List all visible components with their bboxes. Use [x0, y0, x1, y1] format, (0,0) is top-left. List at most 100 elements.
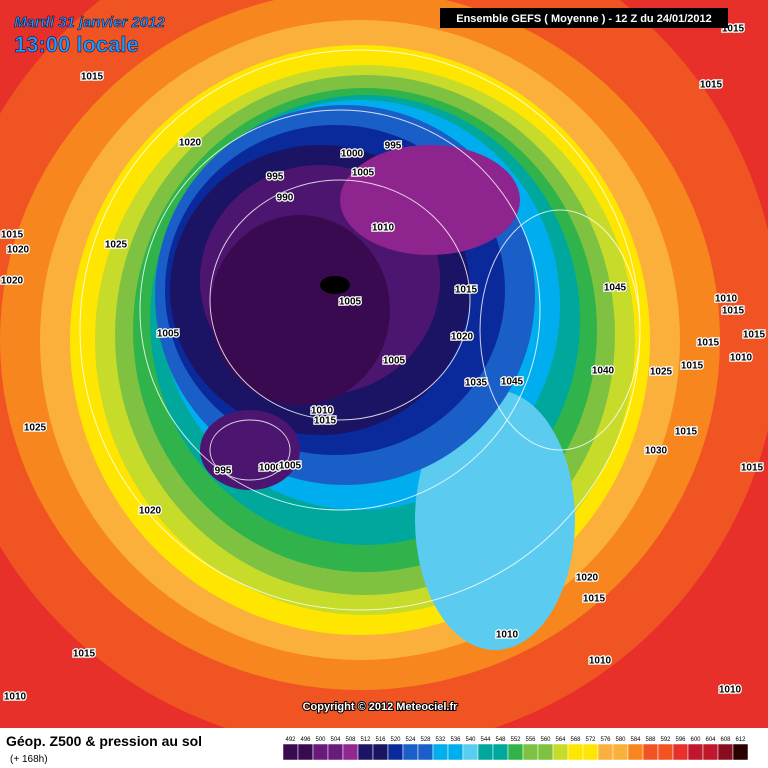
color-swatch: [567, 743, 584, 761]
color-swatch: [402, 743, 419, 761]
isobar-label: 1015: [722, 306, 745, 317]
isobar-label: 1015: [81, 72, 104, 83]
color-swatch: [537, 743, 554, 761]
isobar-label: 1020: [139, 506, 162, 517]
legend-tick-label: 572: [585, 737, 596, 743]
legend-tick-label: 604: [705, 737, 716, 743]
isobar-labels: 1015 1020 995 1000 995 1005 990 1015 1025 1020 101…: [0, 22, 767, 704]
isobar-label: 1005: [157, 329, 180, 340]
color-swatch: [417, 743, 434, 761]
isobar-label: 1010: [372, 223, 395, 234]
color-swatch: [327, 743, 344, 761]
isobar-label: 1045: [501, 377, 524, 388]
color-swatch: [357, 743, 374, 761]
isobar-label: 995: [215, 466, 232, 477]
color-swatch: [552, 743, 569, 761]
copyright: Copyright © 2012 Meteociel.fr: [303, 701, 459, 713]
isobar-label: 1010: [719, 685, 742, 696]
isobar-label: 1010: [496, 630, 519, 641]
isobar-label: 1010: [730, 353, 753, 364]
color-swatch: [642, 743, 659, 761]
footer-title: Géop. Z500 & pression au sol: [6, 733, 202, 749]
legend-tick-label: 540: [465, 737, 476, 743]
color-swatch: [387, 743, 404, 761]
color-swatch: [717, 743, 734, 761]
isobar-label: 1015: [741, 463, 764, 474]
legend-tick-label: 492: [285, 737, 296, 743]
field: [0, 0, 768, 750]
legend-tick-label: 536: [450, 737, 461, 743]
legend-tick-label: 560: [540, 737, 551, 743]
legend-tick-label: 568: [570, 737, 581, 743]
color-swatch: [372, 743, 389, 761]
legend-tick-label: 556: [525, 737, 536, 743]
isobar-label: 1025: [24, 423, 47, 434]
isobar-label: 995: [267, 172, 284, 183]
legend-tick-label: 588: [645, 737, 656, 743]
isobar-label: 1025: [650, 367, 673, 378]
legend-tick-label: 600: [690, 737, 701, 743]
color-swatch: [492, 743, 509, 761]
isobar-label: 1045: [604, 283, 627, 294]
isobar-label: 990: [277, 193, 294, 204]
isobar-label: 1010: [589, 656, 612, 667]
isobar-label: 1000: [341, 149, 364, 160]
color-swatch: [312, 743, 329, 761]
isobar-label: 1015: [681, 361, 704, 372]
isobar-label: 1010: [311, 406, 334, 417]
legend-tick-label: 592: [660, 737, 671, 743]
color-swatch: [612, 743, 629, 761]
isobar-label: 1010: [4, 692, 27, 703]
color-swatch: [342, 743, 359, 761]
colorbar: 492 496 500 504 508 512 516 520 524 528 532 536 540 5…: [282, 737, 749, 761]
isobar-label: 1040: [592, 366, 615, 377]
legend-tick-label: 516: [375, 737, 386, 743]
isobar-label: 1015: [583, 594, 606, 605]
legend-tick-label: 608: [720, 737, 731, 743]
legend-tick-label: 500: [315, 737, 326, 743]
isobar-label: 1015: [675, 427, 698, 438]
isobar-label: 1015: [73, 649, 96, 660]
isobar-label: 1015: [1, 230, 24, 241]
isobar-label: 1010: [715, 294, 738, 305]
isobar-label: 1020: [7, 245, 30, 256]
isobar-label: 1015: [314, 416, 337, 427]
legend-tick-label: 580: [615, 737, 626, 743]
isobar-label: 1020: [179, 138, 202, 149]
legend-tick-label: 528: [420, 737, 431, 743]
color-swatch: [477, 743, 494, 761]
isobar-label: 1000: [259, 463, 282, 474]
isobar-label: 1015: [455, 285, 478, 296]
isobar-label: 1025: [105, 240, 128, 251]
legend-tick-label: 508: [345, 737, 356, 743]
legend-tick-label: 504: [330, 737, 341, 743]
footer-lead: (+ 168h): [10, 754, 48, 765]
legend-tick-label: 596: [675, 737, 686, 743]
legend-tick-label: 584: [630, 737, 641, 743]
isobar-label: 1020: [1, 276, 24, 287]
legend-tick-label: 544: [480, 737, 491, 743]
color-swatch: [447, 743, 464, 761]
isobar-label: 1005: [383, 356, 406, 367]
color-swatch: [432, 743, 449, 761]
color-swatch: [687, 743, 704, 761]
isobar-label: 1015: [743, 330, 766, 341]
legend-tick-label: 612: [735, 737, 746, 743]
isobar-label: 1020: [576, 573, 599, 584]
color-swatch: [627, 743, 644, 761]
legend-tick-label: 564: [555, 737, 566, 743]
color-swatch: [507, 743, 524, 761]
legend-tick-label: 548: [495, 737, 506, 743]
legend-tick-label: 552: [510, 737, 521, 743]
isobar-label: 995: [385, 141, 402, 152]
color-swatch: [522, 743, 539, 761]
isobar-label: 1015: [697, 338, 720, 349]
date: Mardi 31 janvier 2012: [14, 14, 166, 31]
isobar-label: 1030: [645, 446, 668, 457]
legend-tick-label: 524: [405, 737, 416, 743]
legend-tick-label: 512: [360, 737, 371, 743]
isobar-label: 1005: [279, 461, 302, 472]
color-swatch: [297, 743, 314, 761]
legend-tick-label: 576: [600, 737, 611, 743]
